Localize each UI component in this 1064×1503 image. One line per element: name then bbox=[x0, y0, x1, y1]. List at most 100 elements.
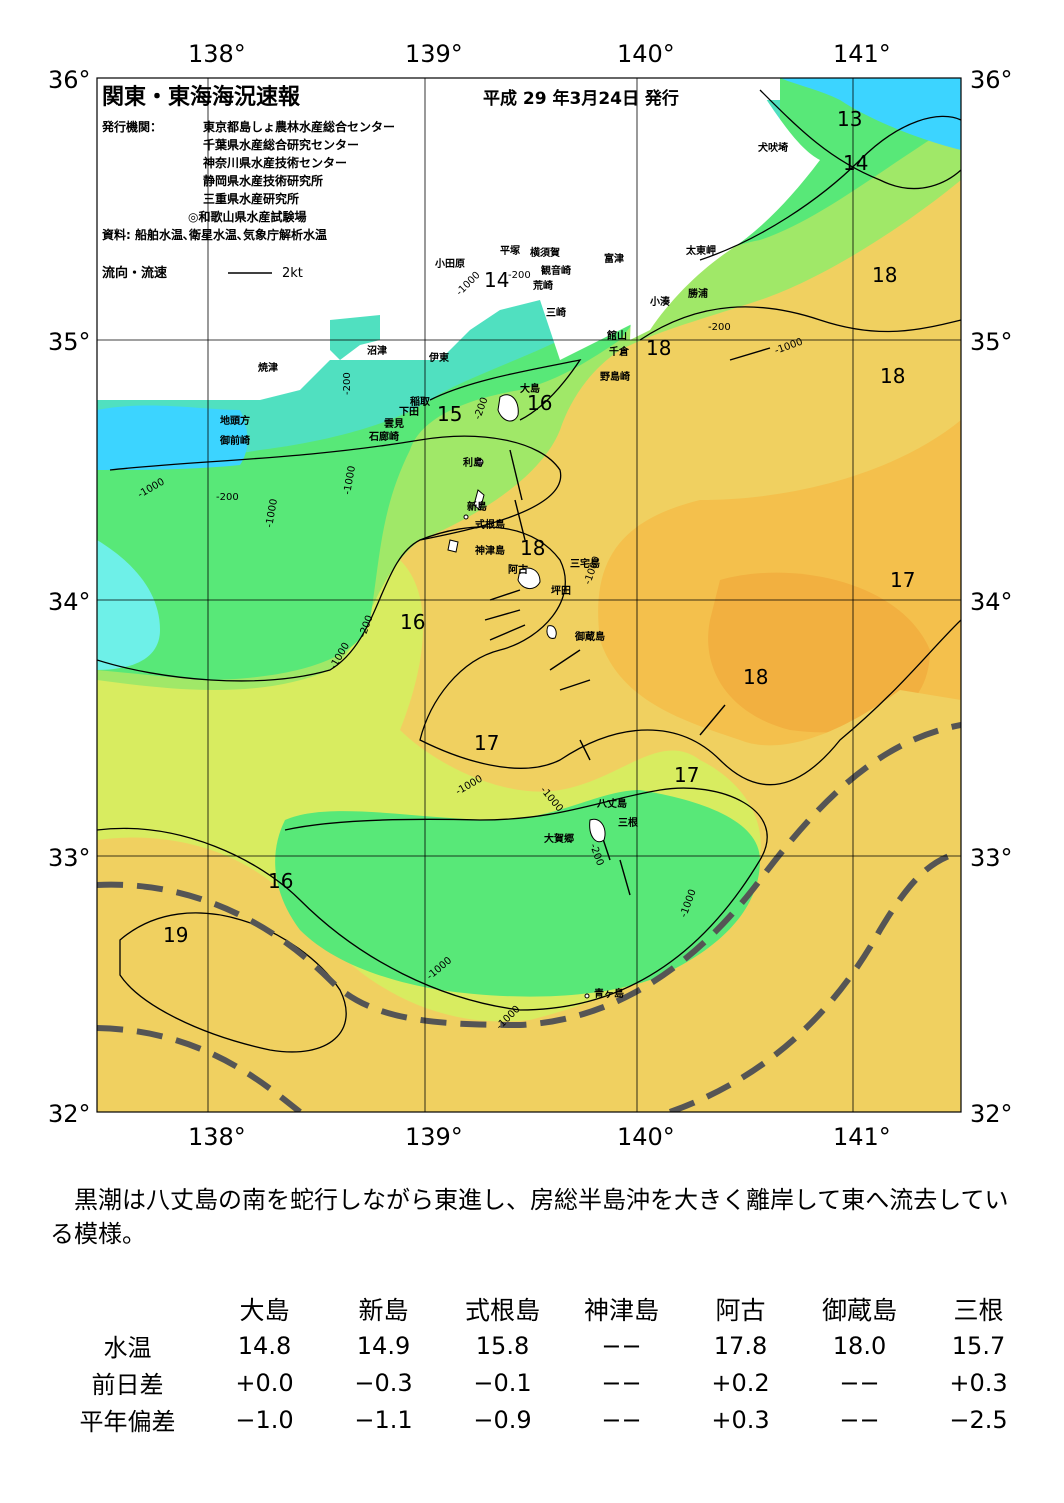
table-cell: −− bbox=[601, 1368, 642, 1397]
lon-label: 139° bbox=[405, 1123, 463, 1151]
place-name: 下田 bbox=[399, 406, 419, 418]
place-name: 御蔵島 bbox=[574, 630, 605, 643]
table-cell: +0.0 bbox=[235, 1368, 294, 1397]
page-title: 関東・東海海況速報 bbox=[102, 84, 301, 110]
lat-label: 33° bbox=[970, 844, 1013, 872]
place-name: 観音崎 bbox=[541, 264, 571, 277]
column-header: 大島 bbox=[239, 1295, 290, 1325]
lon-label: 138° bbox=[188, 1123, 246, 1151]
place-name: 神津島 bbox=[475, 544, 505, 557]
issuer: 千葉県水産総合研究センター bbox=[203, 137, 359, 152]
table-cell: 14.9 bbox=[356, 1331, 411, 1360]
isotherm-label: 18 bbox=[872, 263, 897, 287]
lon-labels-bottom: 138° 139° 140° 141° bbox=[188, 1123, 891, 1151]
isotherm-label: 16 bbox=[268, 869, 293, 893]
column-header: 阿古 bbox=[715, 1295, 766, 1325]
table-cell: −0.3 bbox=[354, 1368, 413, 1397]
lon-label: 138° bbox=[188, 40, 246, 68]
column-header: 新島 bbox=[358, 1295, 409, 1325]
lon-label: 140° bbox=[617, 1123, 675, 1151]
issuer: 神奈川県水産技術センター bbox=[203, 155, 347, 170]
place-name: 野島崎 bbox=[600, 370, 630, 383]
place-name: 館山 bbox=[606, 329, 627, 342]
place-name: 石廊崎 bbox=[368, 430, 399, 443]
place-name: 新島 bbox=[467, 500, 487, 513]
lat-label: 33° bbox=[48, 844, 91, 872]
place-name: 青ヶ島 bbox=[594, 987, 624, 1000]
isotherm-label: 17 bbox=[674, 763, 699, 787]
place-name: 稲取 bbox=[410, 395, 431, 408]
table-cell: −− bbox=[601, 1331, 642, 1360]
sea-temperature-map: 138° 139° 140° 141° 138° 139° 140° 141° … bbox=[48, 40, 1013, 1151]
place-name: 焼津 bbox=[258, 361, 278, 374]
place-name: 荒崎 bbox=[532, 279, 553, 292]
depth-label: -200 bbox=[342, 372, 353, 395]
legend-speed: 2kt bbox=[282, 266, 303, 281]
place-name: 八丈島 bbox=[596, 797, 627, 810]
isotherm-label: 19 bbox=[163, 923, 188, 947]
table-cell: −0.9 bbox=[473, 1405, 532, 1434]
isotherm-labels: 13 14 14 18 18 18 15 16 18 16 17 18 17 1… bbox=[163, 107, 915, 947]
place-name: 坪田 bbox=[551, 584, 571, 597]
graticule bbox=[97, 78, 961, 1112]
isotherm-label: 18 bbox=[520, 536, 545, 560]
depth-label: -1000 bbox=[264, 498, 280, 529]
table-row: 前日差 +0.0 −0.3 −0.1 −− +0.2 −− +0.3 bbox=[50, 1364, 1038, 1401]
lon-label: 141° bbox=[833, 40, 891, 68]
table-cell: −1.1 bbox=[354, 1405, 413, 1434]
lat-label: 35° bbox=[970, 328, 1013, 356]
issuer: 三重県水産研究所 bbox=[203, 191, 299, 206]
lat-label: 35° bbox=[48, 328, 91, 356]
table-cell: −− bbox=[601, 1405, 642, 1434]
isotherm-label: 17 bbox=[474, 731, 499, 755]
place-name: 利島 bbox=[463, 456, 483, 469]
isotherm-label: 17 bbox=[890, 568, 915, 592]
isotherm-label: 14 bbox=[484, 268, 509, 292]
depth-label: -1000 bbox=[342, 465, 358, 496]
place-name: 雲見 bbox=[384, 418, 404, 430]
isotherm-label: 16 bbox=[527, 391, 552, 415]
place-name: 千倉 bbox=[609, 345, 630, 358]
place-name: 地頭方 bbox=[220, 414, 250, 427]
lat-label: 34° bbox=[970, 588, 1013, 616]
station-temperature-table: 大島 新島 式根島 神津島 阿古 御蔵島 三根 水温 14.8 14.9 15.… bbox=[50, 1290, 1038, 1438]
place-name: 犬吠埼 bbox=[758, 141, 788, 154]
row-label: 平年偏差 bbox=[79, 1408, 176, 1436]
column-header: 御蔵島 bbox=[821, 1295, 897, 1325]
lon-label: 140° bbox=[617, 40, 675, 68]
lat-label: 36° bbox=[970, 66, 1013, 94]
table-cell: 18.0 bbox=[832, 1331, 887, 1360]
table-cell: +0.3 bbox=[949, 1368, 1008, 1397]
lat-labels-left: 36° 35° 34° 33° 32° bbox=[48, 66, 91, 1128]
place-name: 三宅島 bbox=[570, 557, 600, 570]
lon-label: 139° bbox=[405, 40, 463, 68]
place-name: 式根島 bbox=[475, 518, 505, 531]
depth-label: -200 bbox=[708, 322, 731, 333]
isotherm-label: 16 bbox=[400, 610, 425, 634]
lon-labels-top: 138° 139° 140° 141° bbox=[188, 40, 891, 68]
table-cell: −1.0 bbox=[235, 1405, 294, 1434]
depth-label: -200 bbox=[508, 270, 531, 281]
table-cell: 15.7 bbox=[951, 1331, 1006, 1360]
isotherm-lines bbox=[97, 89, 961, 1053]
islands bbox=[447, 394, 606, 999]
table-cell: +0.2 bbox=[711, 1368, 770, 1397]
temperature-zones bbox=[97, 78, 961, 1112]
depth-label: -200 bbox=[216, 492, 239, 503]
place-name: 三崎 bbox=[546, 306, 566, 319]
column-header: 式根島 bbox=[464, 1295, 540, 1325]
issue-date: 平成 29 年3月24日 発行 bbox=[483, 88, 679, 109]
place-names: 犬吠埼 太東岬 勝浦 小湊 富津 平塚 横須賀 観音崎 荒崎 三崎 小田原 館山… bbox=[219, 141, 788, 1000]
map-header: 関東・東海海況速報 平成 29 年3月24日 発行 発行機関： 東京都島しょ農林… bbox=[101, 84, 679, 281]
legend-label: 流向・流速 bbox=[102, 265, 167, 281]
row-label: 前日差 bbox=[91, 1371, 164, 1399]
place-name: 太東岬 bbox=[685, 244, 716, 257]
lat-label: 32° bbox=[970, 1100, 1013, 1128]
isotherm-label: 13 bbox=[837, 107, 862, 131]
place-name: 沼津 bbox=[367, 344, 387, 357]
place-name: 横須賀 bbox=[530, 246, 560, 259]
issuer: 静岡県水産技術研究所 bbox=[203, 173, 323, 188]
table-cell: +0.3 bbox=[711, 1405, 770, 1434]
place-name: 平塚 bbox=[500, 244, 520, 257]
isotherm-label: 14 bbox=[843, 151, 868, 175]
